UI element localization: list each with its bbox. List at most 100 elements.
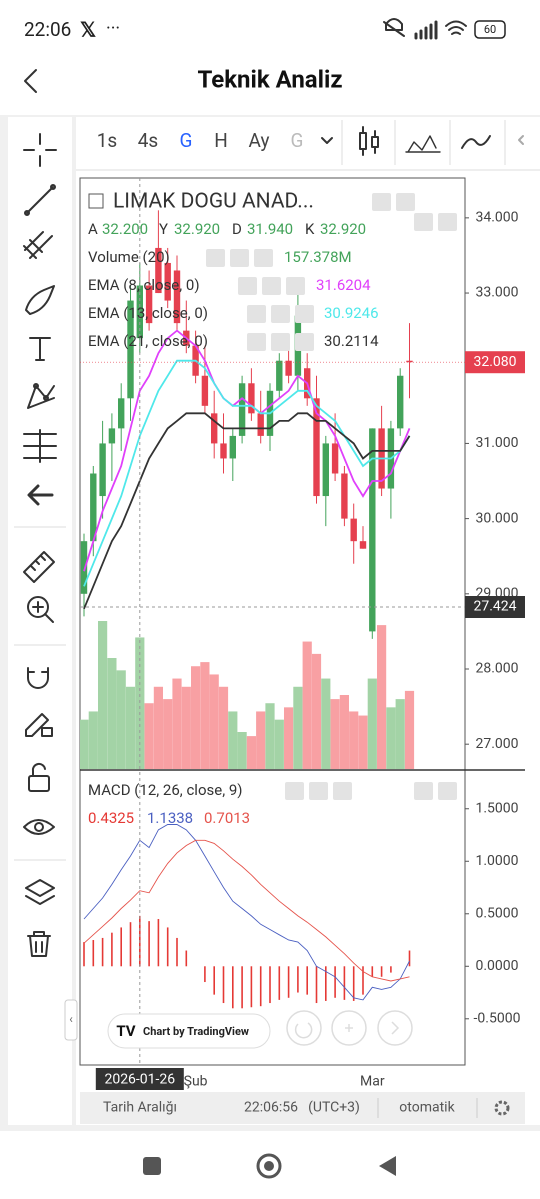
timezone[interactable]: (UTC+3) — [308, 1100, 360, 1116]
legend-button[interactable] — [238, 277, 257, 295]
legend-button[interactable] — [396, 193, 415, 211]
home-button[interactable] — [256, 1153, 282, 1179]
symbol-title: LIMAK DOGU ANAD... — [113, 190, 314, 214]
macd-value: 1.1338 — [147, 809, 193, 827]
settings-icon[interactable] — [494, 1100, 510, 1116]
battery-level: 60 — [484, 23, 496, 36]
volume-bar — [98, 621, 108, 769]
scale-mode[interactable]: otomatik — [399, 1100, 455, 1116]
drawing-toolbar — [8, 117, 72, 1125]
legend-button[interactable] — [262, 277, 281, 295]
chart-panel — [76, 117, 540, 1125]
volume-bar — [302, 641, 312, 769]
legend-button[interactable] — [206, 249, 225, 267]
legend-button[interactable] — [286, 277, 305, 295]
legend-button[interactable] — [309, 782, 328, 800]
recents-button[interactable] — [143, 1157, 161, 1175]
candle-body — [173, 270, 181, 324]
legend-button[interactable] — [254, 249, 273, 267]
legend-button[interactable] — [285, 782, 304, 800]
macd-value: 0.4325 — [88, 809, 134, 827]
volume-bar — [125, 686, 136, 769]
volume-bar — [349, 711, 359, 769]
ohlc-value: 32.920 — [174, 220, 220, 238]
y-tick-label: 34.000 — [475, 210, 518, 226]
volume-bar — [191, 666, 201, 769]
legend-button[interactable] — [230, 249, 249, 267]
date-range[interactable]: Tarih Aralığı — [103, 1100, 177, 1116]
legend-button[interactable] — [247, 333, 266, 351]
volume-bar — [311, 653, 322, 769]
candle-body — [276, 360, 283, 391]
ohlc-value: 32.200 — [102, 220, 148, 238]
ema-value: 30.2114 — [324, 332, 379, 350]
ohlc-value: 32.920 — [320, 220, 366, 238]
legend-button[interactable] — [333, 782, 352, 800]
interval-dropdown[interactable] — [321, 137, 333, 144]
legend-button[interactable] — [271, 305, 290, 323]
watermark-badge — [107, 1013, 271, 1049]
price-pane — [80, 210, 413, 639]
volume-bar — [246, 736, 256, 769]
candle-body — [90, 473, 97, 542]
collapse-arrow[interactable]: ‹ — [69, 1012, 73, 1026]
candle-body — [397, 375, 404, 429]
interval-button[interactable]: G — [180, 129, 193, 152]
collapse-tab[interactable] — [64, 999, 78, 1041]
chart-nav[interactable] — [286, 1010, 413, 1046]
legend-button[interactable] — [295, 333, 314, 351]
candle-body — [155, 247, 162, 294]
battery — [474, 20, 506, 39]
legend-button[interactable] — [247, 305, 266, 323]
volume-bar — [367, 678, 377, 769]
volume-bar — [237, 732, 247, 769]
candle-body — [145, 285, 153, 324]
volume-bar — [209, 674, 219, 769]
back-button[interactable] — [24, 69, 37, 93]
interval-bar: 1s 4s G H Ay G — [97, 129, 304, 152]
toolbar-icons[interactable] — [359, 126, 524, 156]
volume-bar — [135, 637, 145, 769]
volume-bar — [80, 719, 89, 769]
volume-bar — [181, 686, 191, 769]
interval-button[interactable]: 1s — [97, 129, 117, 152]
volume-bar — [330, 699, 340, 769]
ema-name: EMA (13, close, 0) — [88, 304, 208, 322]
legend-button[interactable] — [438, 782, 457, 800]
interval-button[interactable]: 4s — [138, 129, 158, 152]
candle-body — [369, 428, 376, 632]
back-nav[interactable] — [379, 1156, 396, 1176]
chart-frame — [79, 177, 466, 1066]
y-tick-label: 0.0000 — [475, 958, 518, 974]
legend-button[interactable] — [438, 213, 457, 231]
page-title: Teknik Analiz — [197, 65, 342, 93]
volume-bar — [284, 707, 294, 769]
volume-bar — [163, 699, 173, 769]
candle-body — [359, 541, 367, 549]
volume-bar — [321, 678, 331, 769]
volume-bar — [116, 670, 126, 769]
y-tick-label: 27.000 — [475, 736, 518, 752]
legend-button[interactable] — [295, 305, 314, 323]
volume-bar — [256, 711, 266, 769]
legend-button[interactable] — [271, 333, 290, 351]
interval-button[interactable]: Ay — [249, 129, 270, 152]
legend-button[interactable] — [414, 213, 433, 231]
macd-pane — [83, 824, 411, 1009]
legend-button[interactable] — [414, 782, 433, 800]
interval-button[interactable]: H — [214, 129, 228, 152]
volume-bar — [265, 703, 275, 769]
volume-bar — [293, 686, 303, 769]
ema-line — [83, 412, 411, 610]
last-price-box — [465, 351, 525, 374]
volume-bar — [404, 690, 415, 769]
legend-button[interactable] — [372, 193, 391, 211]
tool-icons[interactable] — [23, 133, 57, 957]
candle-body — [406, 360, 413, 363]
ema-line — [83, 359, 411, 587]
volume-bar — [339, 695, 349, 769]
home-dot — [264, 1161, 274, 1171]
interval-button[interactable]: G — [291, 129, 304, 152]
collapse-legend[interactable] — [88, 193, 104, 209]
